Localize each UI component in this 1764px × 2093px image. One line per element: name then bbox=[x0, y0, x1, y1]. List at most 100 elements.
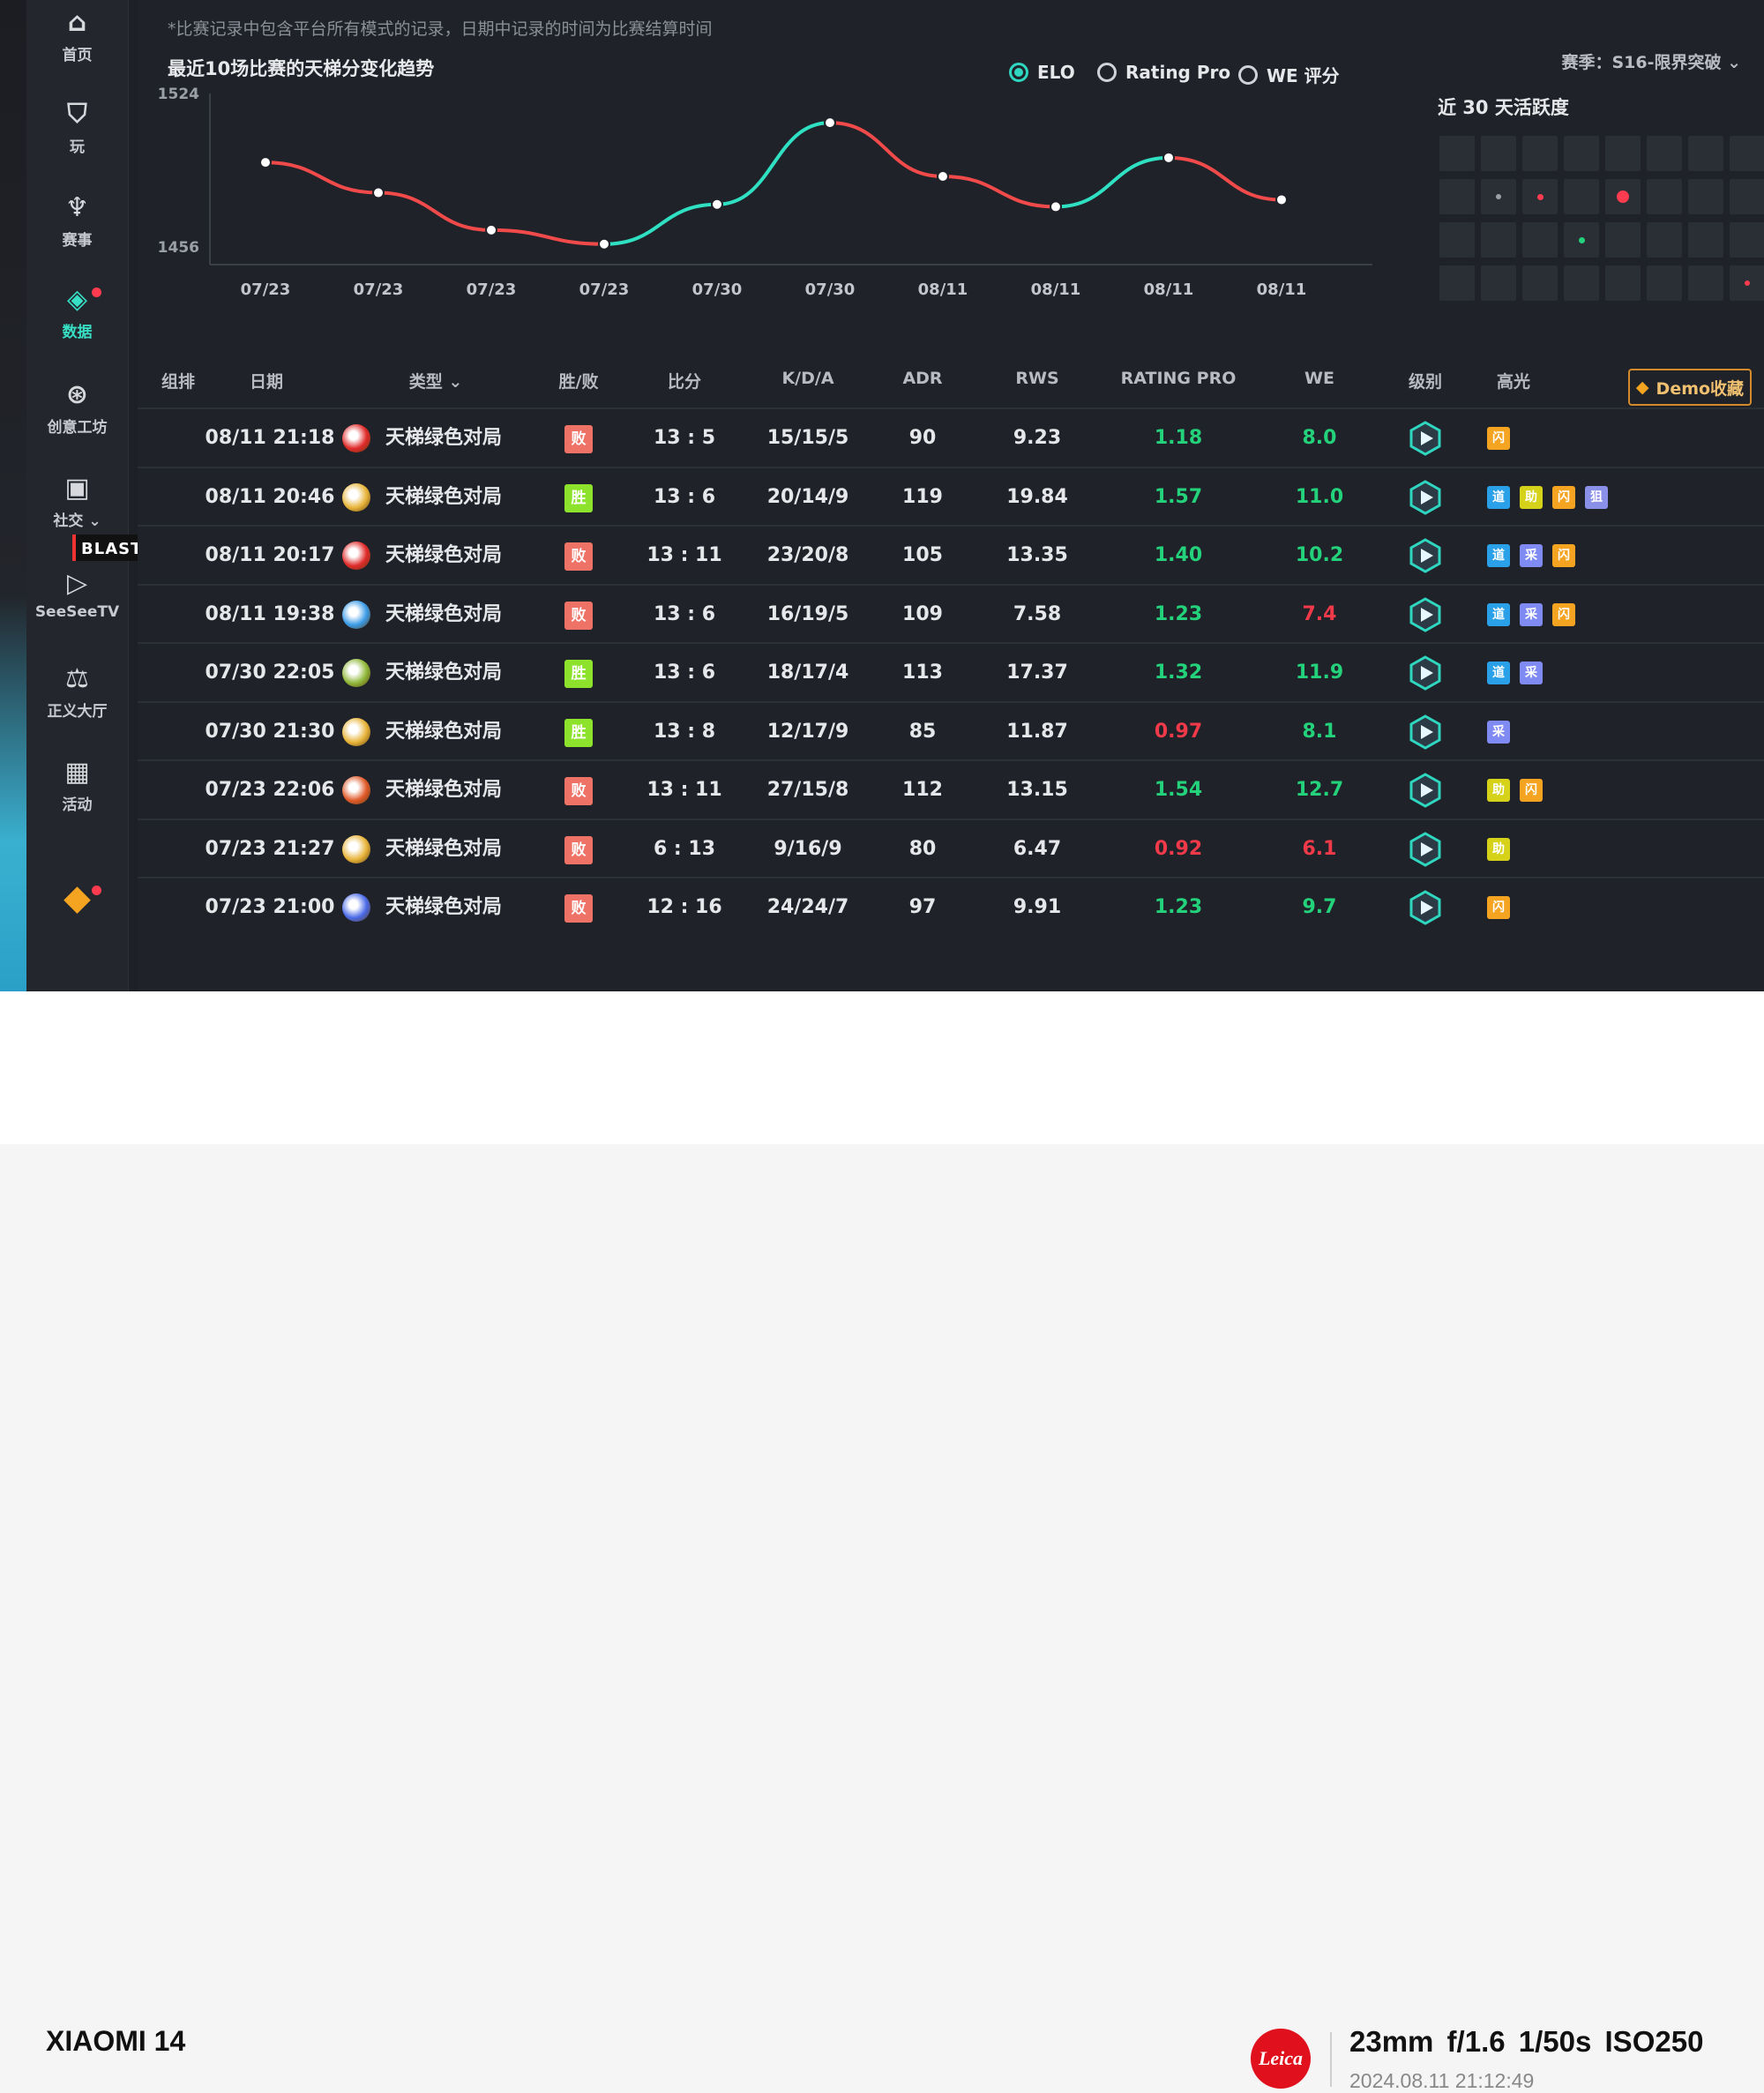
x-tick-label: 07/23 bbox=[241, 280, 291, 299]
sidebar-item-diamond[interactable]: ◆ bbox=[26, 880, 128, 917]
activity-cell bbox=[1647, 179, 1682, 214]
radio-circle-icon bbox=[1238, 64, 1258, 85]
match-adr: 119 bbox=[902, 485, 943, 508]
result-badge: 败 bbox=[564, 425, 593, 453]
match-kda: 24/24/7 bbox=[766, 896, 849, 918]
table-row[interactable]: 07/23 21:00 天梯绿色对局 败 12 : 16 24/24/7 97 9.91 1.… bbox=[138, 877, 1764, 937]
match-date: 08/11 19:38 bbox=[205, 602, 335, 625]
data-point bbox=[372, 186, 385, 199]
rank-level-icon bbox=[1409, 479, 1441, 515]
y-tick-label: 1524 bbox=[158, 86, 199, 103]
match-date: 08/11 20:46 bbox=[205, 485, 335, 508]
records-note: *比赛记录中包含平台所有模式的记录，日期中记录的时间为比赛结算时间 bbox=[168, 19, 713, 39]
sidebar-item-justice[interactable]: ⚖ 正义大厅 bbox=[26, 663, 128, 721]
sidebar-item-label: 社交 ⌄ bbox=[53, 512, 101, 530]
highlight-badge[interactable]: 助 bbox=[1487, 837, 1510, 861]
mode-badge-icon bbox=[342, 776, 370, 804]
highlight-badge[interactable]: 采 bbox=[1487, 720, 1510, 744]
sidebar-item-play[interactable]: ⛉ 玩 bbox=[26, 99, 128, 156]
x-tick-label: 08/11 bbox=[918, 280, 968, 299]
highlight-badge[interactable]: 道 bbox=[1487, 602, 1510, 626]
match-adr: 90 bbox=[908, 427, 937, 449]
match-score: 13 : 6 bbox=[653, 662, 716, 684]
sidebar-item-planet[interactable]: ⊛ 创意工坊 bbox=[26, 379, 128, 437]
sidebar-item-home[interactable]: ⌂ 首页 bbox=[26, 7, 128, 64]
highlight-badge[interactable]: 助 bbox=[1487, 779, 1510, 802]
table-row[interactable]: 08/11 20:17 天梯绿色对局 败 13 : 11 23/20/8 105 13.35… bbox=[138, 525, 1764, 585]
activity-cell bbox=[1522, 222, 1558, 258]
match-score: 12 : 16 bbox=[647, 896, 722, 918]
highlight-badge[interactable]: 闪 bbox=[1552, 485, 1575, 509]
match-type: 天梯绿色对局 bbox=[385, 720, 502, 743]
activity-cell bbox=[1647, 265, 1682, 301]
match-adr: 113 bbox=[902, 662, 943, 684]
series-line-segment bbox=[265, 161, 379, 195]
match-type: 天梯绿色对局 bbox=[385, 544, 502, 566]
result-badge: 胜 bbox=[564, 660, 593, 688]
demo-collect-button[interactable]: ◆ Demo收藏 bbox=[1628, 369, 1752, 406]
table-row[interactable]: 07/30 22:05 天梯绿色对局 胜 13 : 6 18/17/4 113 17.37 1… bbox=[138, 642, 1764, 702]
highlight-badge[interactable]: 闪 bbox=[1487, 427, 1510, 450]
match-type: 天梯绿色对局 bbox=[385, 602, 502, 625]
match-score: 13 : 6 bbox=[653, 485, 716, 508]
series-line-segment bbox=[1055, 155, 1170, 209]
radio-rating-pro[interactable]: Rating Pro bbox=[1097, 62, 1230, 83]
highlight-badge[interactable]: 狙 bbox=[1585, 485, 1608, 509]
series-line-segment bbox=[490, 228, 605, 246]
activity-cell bbox=[1730, 179, 1764, 214]
sidebar-item-social[interactable]: ▣ 社交 ⌄ bbox=[26, 473, 128, 530]
highlight-badge[interactable]: 闪 bbox=[1552, 544, 1575, 567]
highlight-badge[interactable]: 道 bbox=[1487, 544, 1510, 567]
activity-title: 近 30 天活跃度 bbox=[1438, 97, 1569, 118]
match-we: 12.7 bbox=[1295, 779, 1344, 801]
match-we: 10.2 bbox=[1295, 544, 1344, 566]
data-point bbox=[937, 170, 949, 183]
radio-we[interactable]: WE 评分 bbox=[1238, 62, 1340, 87]
match-adr: 97 bbox=[908, 896, 937, 918]
activity-marker bbox=[1496, 194, 1501, 199]
table-row[interactable]: 08/11 19:38 天梯绿色对局 败 13 : 6 16/19/5 109 7.58 1.… bbox=[138, 583, 1764, 644]
data-point bbox=[711, 198, 723, 211]
match-rating-pro: 1.18 bbox=[1154, 427, 1203, 449]
table-row[interactable]: 08/11 20:46 天梯绿色对局 胜 13 : 6 20/14/9 119 19.84 1… bbox=[138, 466, 1764, 527]
activity-cell bbox=[1522, 136, 1558, 171]
data-point bbox=[1162, 151, 1175, 164]
match-date: 07/23 22:06 bbox=[205, 779, 335, 801]
highlight-badge[interactable]: 采 bbox=[1520, 544, 1543, 567]
header-type[interactable]: 类型 ⌄ bbox=[408, 372, 463, 392]
highlight-badge[interactable]: 闪 bbox=[1520, 779, 1543, 802]
table-row[interactable]: 07/23 21:27 天梯绿色对局 败 6 : 13 9/16/9 80 6.47 0.92… bbox=[138, 818, 1764, 878]
match-rws: 7.58 bbox=[1013, 602, 1062, 625]
sidebar-item-label: 创意工坊 bbox=[47, 419, 108, 437]
sidebar-item-label: 数据 bbox=[62, 324, 93, 341]
table-row[interactable]: 07/23 22:06 天梯绿色对局 败 13 : 11 27/15/8 112 13.15… bbox=[138, 759, 1764, 819]
activity-cell bbox=[1439, 222, 1475, 258]
sidebar-item-calendar[interactable]: ▦ 活动 bbox=[26, 757, 128, 814]
match-date: 07/30 22:05 bbox=[205, 662, 335, 684]
highlight-badge[interactable]: 道 bbox=[1487, 662, 1510, 684]
highlight-badge[interactable]: 采 bbox=[1520, 602, 1543, 626]
match-rating-pro: 1.23 bbox=[1154, 602, 1203, 625]
divider bbox=[1330, 2032, 1332, 2087]
highlight-badge[interactable]: 闪 bbox=[1487, 896, 1510, 919]
sidebar-item-data[interactable]: ◈ 数据 bbox=[26, 284, 128, 341]
highlight-badge[interactable]: 采 bbox=[1520, 662, 1543, 684]
highlight-badge[interactable]: 闪 bbox=[1552, 602, 1575, 626]
match-adr: 112 bbox=[902, 779, 943, 801]
data-point bbox=[485, 223, 497, 236]
sidebar-item-trophy[interactable]: ♆ 赛事 bbox=[26, 192, 128, 250]
table-row[interactable]: 07/30 21:30 天梯绿色对局 胜 13 : 8 12/17/9 85 11.87 0.… bbox=[138, 700, 1764, 761]
season-select[interactable]: 赛季：S16-限界突破 ⌄ bbox=[1561, 53, 1741, 72]
match-rating-pro: 0.97 bbox=[1154, 720, 1203, 743]
highlight-badge[interactable]: 道 bbox=[1487, 485, 1510, 509]
activity-cell bbox=[1730, 136, 1764, 171]
mode-badge-icon bbox=[342, 834, 370, 863]
activity-marker bbox=[1536, 193, 1544, 200]
radio-elo[interactable]: ELO bbox=[1009, 62, 1075, 83]
table-row[interactable]: 08/11 21:18 天梯绿色对局 败 13 : 5 15/15/5 90 9.23 1.1… bbox=[138, 407, 1764, 467]
match-rws: 11.87 bbox=[1006, 720, 1068, 743]
highlight-badge[interactable]: 助 bbox=[1520, 485, 1543, 509]
mode-badge-icon bbox=[342, 893, 370, 922]
sidebar-item-tv[interactable]: ▷ SeeSeeTV bbox=[26, 568, 128, 621]
activity-cell bbox=[1688, 222, 1723, 258]
